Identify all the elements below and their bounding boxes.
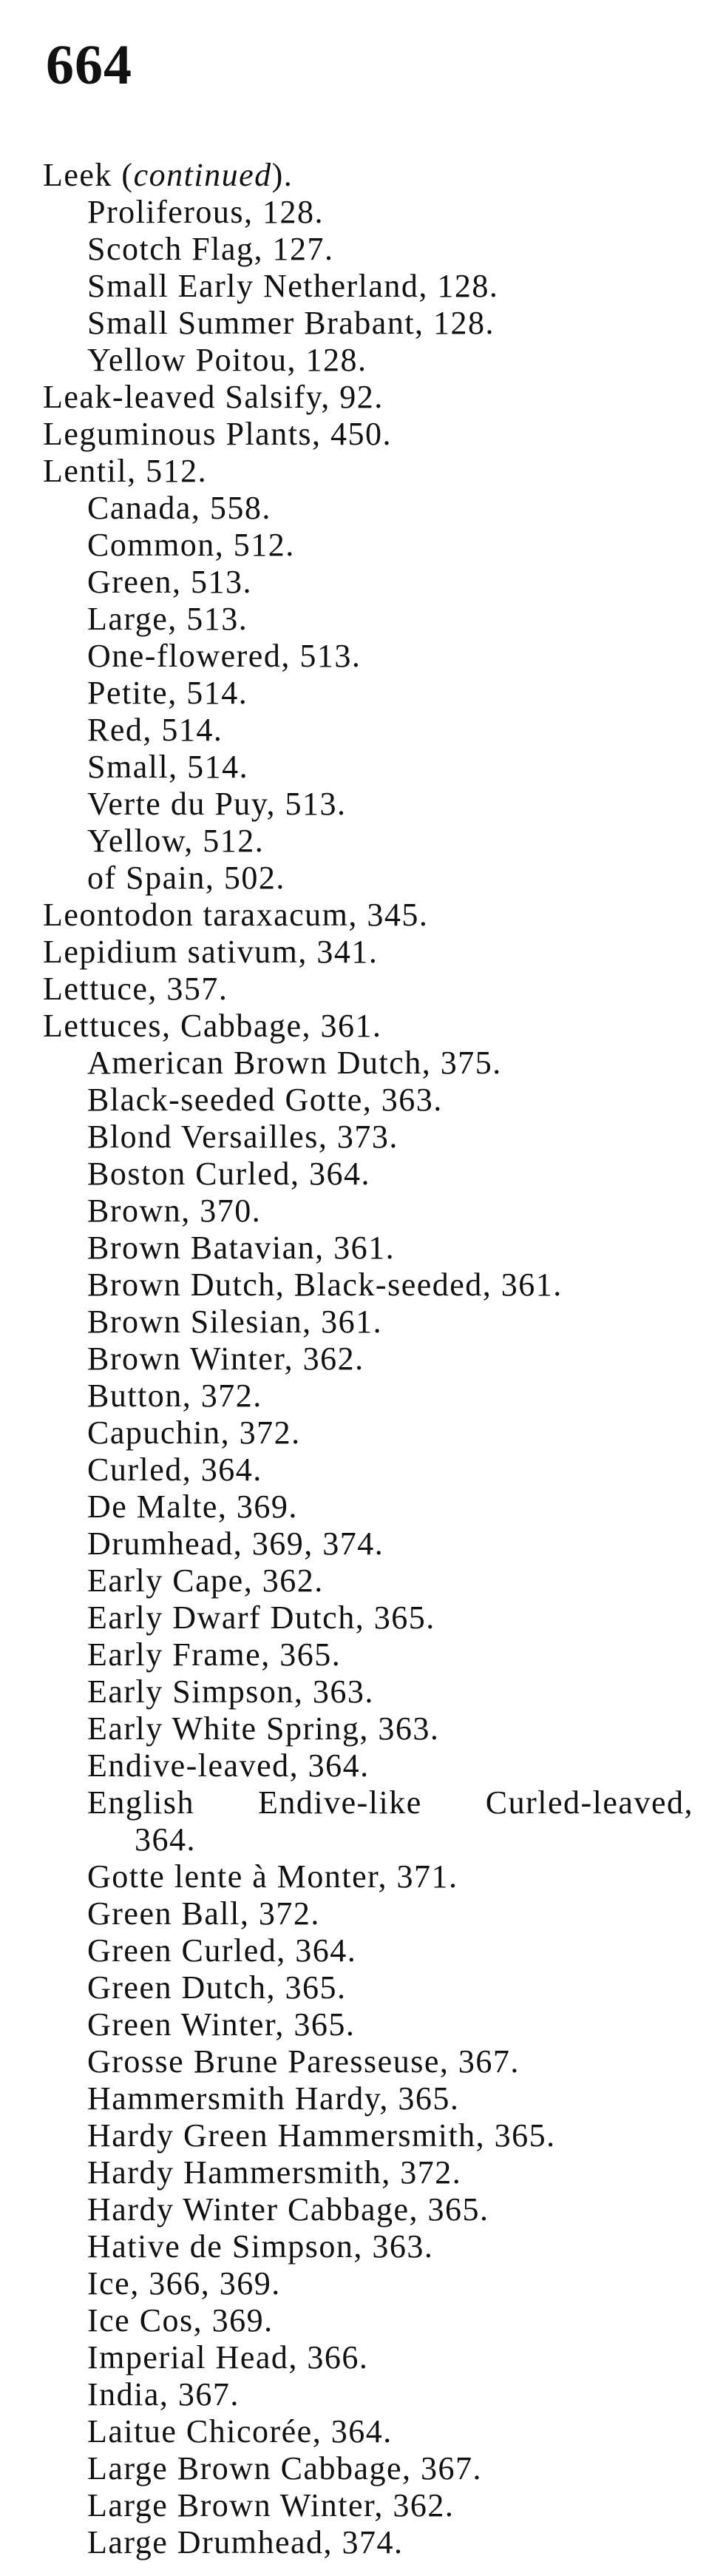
index-subentry: Green Curled, 364. — [87, 1932, 357, 1969]
index-subentry: Green Dutch, 365. — [87, 1969, 347, 2006]
index-entry: Lettuces, Cabbage, 361. — [43, 1008, 382, 1044]
index-subentry: Laitue Chicorée, 364. — [87, 2413, 393, 2449]
index-subentry: Hardy Green Hammersmith, 365. — [87, 2117, 556, 2154]
index-subentry: Brown Winter, 362. — [87, 1341, 364, 1377]
index-entry: Lettuce, 357. — [43, 971, 228, 1007]
index-subentry: Hammersmith Hardy, 365. — [87, 2080, 460, 2117]
index-subentry: Hative de Simpson, 363. — [87, 2228, 434, 2265]
index-subentry: Boston Curled, 364. — [87, 1156, 370, 1192]
index-subentry: India, 367. — [87, 2376, 240, 2413]
index-subentry: Hardy Hammersmith, 372. — [87, 2154, 462, 2191]
index-subentry: Proliferous, 128. — [87, 194, 325, 230]
index-subentry: Early Cape, 362. — [87, 1562, 324, 1599]
index-subentry: Ice, 366, 369. — [87, 2265, 281, 2302]
index-subentry: Small Summer Brabant, 128. — [87, 305, 495, 341]
index-entry: Leek (continued). — [0, 157, 709, 194]
index-subentry: of Spain, 502. — [87, 860, 285, 896]
index-subentry: Ice Cos, 369. — [87, 2302, 274, 2339]
index-subentry: Hardy Winter Cabbage, 365. — [87, 2191, 489, 2228]
index-subentry: Early Frame, 365. — [87, 1636, 342, 1673]
index-subentry: One-flowered, 513. — [87, 638, 362, 674]
index-subentry: Early Simpson, 363. — [87, 1673, 374, 1710]
index-subentry: Capuchin, 372. — [87, 1415, 301, 1451]
index-list: Leek (continued). Proliferous, 128. Scotch… — [0, 157, 709, 2561]
index-subentry: Imperial Head, 366. — [87, 2339, 369, 2376]
page-number: 664 — [46, 34, 132, 96]
index-subentry: Gotte lente à Monter, 371. — [87, 1858, 458, 1895]
index-subentry: Small, 514. — [87, 749, 249, 785]
index-subentry: Large, 513. — [87, 601, 248, 637]
index-subentry: Green Winter, 365. — [87, 2006, 356, 2043]
index-subentry: Early Dwarf Dutch, 365. — [87, 1599, 435, 1636]
index-subentry: Drumhead, 369, 374. — [87, 1525, 384, 1562]
index-entry: Leguminous Plants, 450. — [43, 416, 393, 452]
index-entry: Leak-leaved Salsify, 92. — [43, 379, 384, 415]
index-subentry: Black-seeded Gotte, 363. — [87, 1082, 443, 1118]
index-subentry: Brown Batavian, 361. — [87, 1230, 396, 1266]
index-subentry: Curled, 364. — [87, 1451, 262, 1488]
index-subentry: Red, 514. — [87, 712, 223, 748]
index-subentry: Blond Versailles, 373. — [87, 1119, 398, 1155]
index-subentry: Large Brown Cabbage, 367. — [87, 2450, 483, 2486]
index-subentry: Endive-leaved, 364. — [87, 1747, 370, 1784]
index-subentry: Early White Spring, 363. — [87, 1710, 440, 1747]
index-subentry: Green, 513. — [87, 564, 252, 600]
index-subentry: Brown, 370. — [87, 1193, 262, 1229]
index-continuation: 364. — [135, 1821, 196, 1858]
index-subentry: Verte du Puy, 513. — [87, 786, 347, 822]
entry-italic-text: continued — [133, 157, 272, 193]
index-subentry: Yellow Poitou, 128. — [87, 342, 367, 378]
index-subentry: Common, 512. — [87, 527, 295, 563]
index-subentry: Yellow, 512. — [87, 823, 265, 859]
index-subentry: Large Brown Winter, 362. — [87, 2487, 455, 2523]
index-entry: Lepidium sativum, 341. — [43, 934, 379, 970]
index-subentry: Canada, 558. — [87, 490, 271, 526]
entry-text-end: ). — [271, 157, 294, 193]
index-entry: Leontodon taraxacum, 345. — [43, 897, 429, 933]
index-subentry: Green Ball, 372. — [87, 1895, 320, 1932]
index-subentry: De Malte, 369. — [87, 1488, 298, 1525]
index-subentry: Brown Dutch, Black-seeded, 361. — [87, 1267, 563, 1303]
index-entry: Lentil, 512. — [43, 453, 208, 489]
index-subentry: Button, 372. — [87, 1378, 262, 1414]
index-subentry: Petite, 514. — [87, 675, 248, 711]
index-subentry: Small Early Netherland, 128. — [87, 268, 499, 304]
index-subentry: Large Drumhead, 374. — [87, 2524, 404, 2560]
index-subentry: Grosse Brune Paresseuse, 367. — [87, 2043, 520, 2080]
index-subentry: Scotch Flag, 127. — [87, 231, 334, 267]
index-subentry: American Brown Dutch, 375. — [87, 1045, 502, 1081]
index-subentry: Brown Silesian, 361. — [87, 1304, 383, 1340]
index-subentry: English Endive-like Curled-leaved, — [87, 1784, 693, 1821]
entry-text: Leek ( — [43, 157, 134, 193]
